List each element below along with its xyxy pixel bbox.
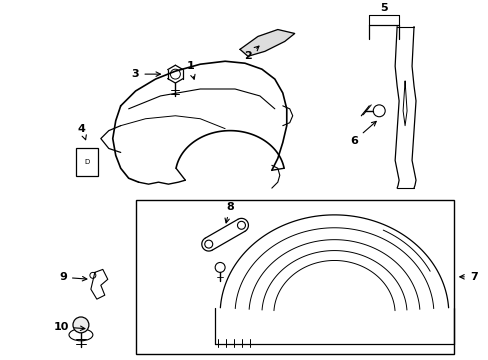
Text: 5: 5 [380,3,387,13]
Polygon shape [240,30,294,56]
Text: 7: 7 [459,272,477,282]
Text: 8: 8 [224,202,233,223]
Text: 10: 10 [53,322,85,332]
Bar [135,200,453,354]
Text: 2: 2 [244,46,259,61]
Circle shape [73,317,89,333]
Text: 1: 1 [186,61,195,79]
Bar [76,148,98,176]
Text: 9: 9 [59,272,87,282]
Text: 4: 4 [78,123,86,140]
Text: D: D [84,159,89,165]
Text: 6: 6 [350,121,375,145]
Text: 3: 3 [132,69,160,79]
